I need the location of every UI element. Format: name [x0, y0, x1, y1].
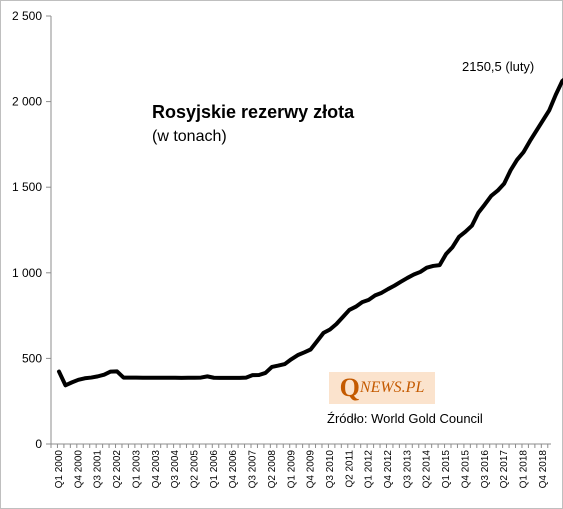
x-tick-label: Q1 2018 — [519, 450, 530, 489]
x-tick-label: Q1 2000 — [54, 450, 65, 489]
x-tick-label: Q3 2013 — [402, 450, 413, 489]
x-tick-label: Q3 2016 — [480, 450, 491, 489]
x-tick-label: Q1 2006 — [209, 450, 220, 489]
x-tick-label: Q3 2004 — [170, 450, 181, 489]
x-tick-label: Q4 2018 — [538, 450, 549, 489]
gold-reserves-line — [57, 77, 563, 388]
x-tick-label: Q1 2012 — [364, 450, 375, 489]
x-tick-label: Q2 2002 — [112, 450, 123, 489]
chart-title: Rosyjskie rezerwy złota — [152, 102, 355, 122]
x-tick-label: Q2 2011 — [344, 450, 355, 488]
x-tick-labels: Q1 2000 Q4 2000 Q3 2001 Q2 2002 Q1 2003 Q4 20… — [54, 450, 549, 489]
y-tick-label: 1 000 — [12, 266, 42, 280]
y-tick-label: 1 500 — [12, 180, 42, 194]
y-tick-label: 2 500 — [12, 9, 42, 23]
x-tick-label: Q1 2015 — [441, 450, 452, 489]
x-tick-label: Q1 2003 — [131, 450, 142, 489]
y-tick-label: 2 000 — [12, 95, 42, 109]
y-tick-label: 500 — [22, 351, 42, 365]
qnews-logo: Q NEWS.PL — [329, 372, 435, 404]
x-tick-label: Q1 2009 — [286, 450, 297, 489]
logo-q: Q — [339, 373, 360, 402]
x-tick-label: Q2 2005 — [189, 450, 200, 489]
x-tick-label: Q4 2009 — [306, 450, 317, 489]
x-tick-label: Q4 2012 — [383, 450, 394, 489]
x-tick-label: Q3 2010 — [325, 450, 336, 489]
x-tick-label: Q2 2008 — [267, 450, 278, 489]
x-tick-label: Q3 2001 — [93, 450, 104, 489]
chart-subtitle: (w tonach) — [152, 128, 227, 145]
x-tick-label: Q4 2006 — [228, 450, 239, 489]
end-value-annotation: 2150,5 (luty) — [462, 59, 535, 74]
x-tick-label: Q4 2000 — [73, 450, 84, 489]
x-tick-label: Q2 2014 — [422, 450, 433, 489]
x-tick-label: Q4 2015 — [460, 450, 471, 489]
x-tick-label: Q4 2003 — [151, 450, 162, 489]
axis-layer — [46, 15, 551, 448]
logo-rest: NEWS.PL — [359, 379, 425, 396]
y-tick-labels: 0 500 1 000 1 500 2 000 2 500 — [12, 9, 42, 451]
source-note: Źródło: World Gold Council — [327, 411, 483, 426]
series-layer — [57, 77, 563, 388]
x-tick-label: Q3 2007 — [248, 450, 259, 489]
y-tick-label: 0 — [35, 437, 42, 451]
x-tick-label: Q2 2017 — [499, 450, 510, 489]
